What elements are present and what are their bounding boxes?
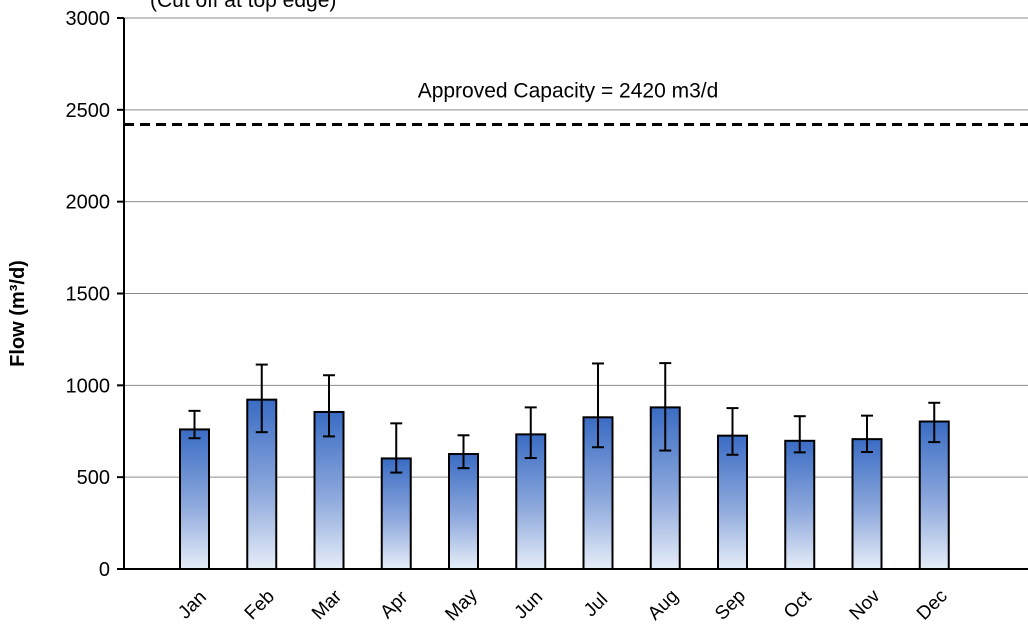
x-tick-label-sep: Sep	[711, 586, 750, 625]
x-tick-label-feb: Feb	[241, 586, 279, 624]
bar-jan	[179, 428, 210, 570]
bars	[179, 398, 950, 571]
chart-title-cutoff: (Cut off at top edge)	[150, 0, 336, 12]
y-tick-label: 2500	[66, 100, 111, 122]
x-tick-label-jun: Jun	[511, 587, 548, 624]
y-tick-label: 3000	[66, 8, 111, 30]
approved-capacity-label: Approved Capacity = 2420 m3/d	[418, 80, 719, 103]
x-tick-label-jul: Jul	[580, 589, 612, 621]
y-tick-label: 1000	[66, 375, 111, 397]
bar-apr	[380, 457, 412, 571]
bar-mar	[313, 410, 345, 570]
y-tick-label: 1500	[66, 284, 111, 306]
x-tick-label-aug: Aug	[644, 586, 683, 625]
bar-may	[448, 453, 479, 570]
x-tick-label-jan: Jan	[174, 587, 211, 624]
bar-dec	[918, 420, 950, 570]
error-bars	[188, 362, 941, 474]
x-tick-label-nov: Nov	[846, 585, 885, 624]
bar-sep	[717, 434, 748, 570]
y-tick-label: 500	[77, 467, 110, 489]
x-tick-label-oct: Oct	[780, 587, 816, 623]
x-tick-label-may: May	[441, 585, 482, 626]
bar-oct	[784, 439, 816, 570]
bar-nov	[851, 438, 883, 571]
x-tick-label-dec: Dec	[913, 586, 952, 625]
y-tick-label: 0	[99, 559, 110, 581]
y-tick-label: 2000	[66, 192, 111, 214]
reference-line-group: Approved Capacity = 2420 m3/d	[124, 80, 1028, 127]
x-tick-label-apr: Apr	[376, 587, 412, 623]
y-axis-title: Flow (m³/d)	[7, 260, 29, 367]
x-tick-label-mar: Mar	[308, 586, 346, 624]
axes	[117, 17, 1028, 570]
